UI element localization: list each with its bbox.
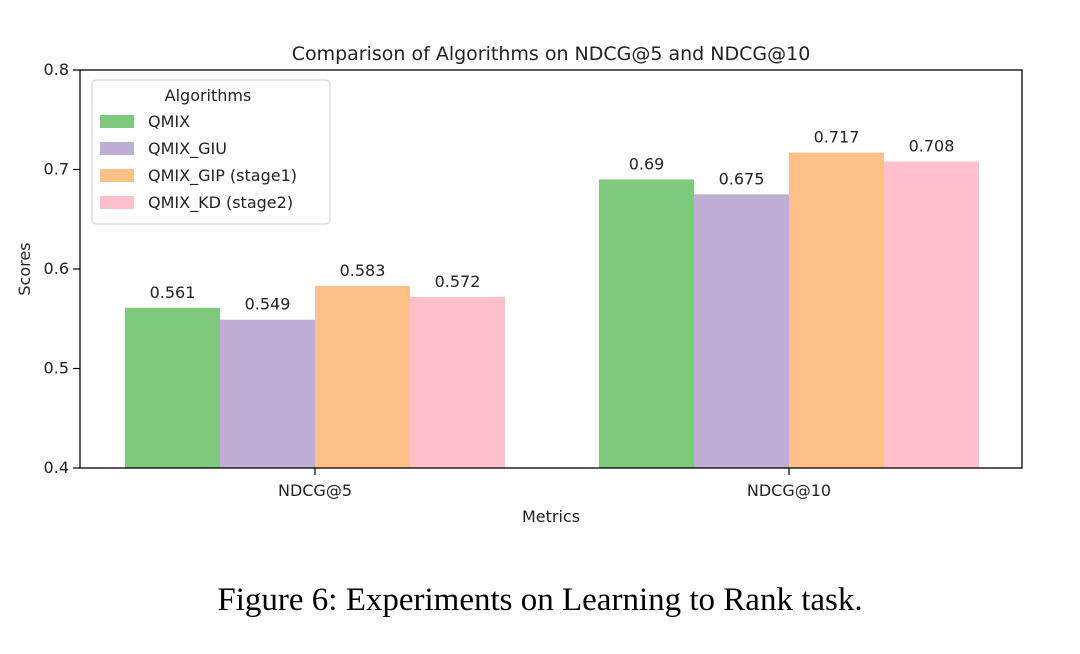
data-label-2-0: 0.583	[340, 261, 386, 280]
legend: Algorithms QMIX QMIX_GIU QMIX_GIP (stage1) Q…	[91, 79, 331, 225]
y-tick-label-1: 0.5	[44, 359, 69, 378]
figure-caption: Figure 6: Experiments on Learning to Ran…	[217, 582, 863, 618]
bar-3-1	[884, 161, 979, 469]
data-label-3-0: 0.572	[435, 272, 481, 291]
y-axis-label: Scores	[15, 242, 34, 295]
chart-title: Comparison of Algorithms on NDCG@5 and N…	[292, 43, 811, 65]
bar-0-1	[599, 179, 694, 468]
y-tick-label-3: 0.7	[44, 160, 69, 179]
data-label-2-1: 0.717	[814, 128, 860, 147]
data-label-0-1: 0.69	[629, 154, 665, 173]
x-tick-label-0: NDCG@5	[278, 481, 352, 500]
legend-swatch-3	[100, 196, 134, 209]
bar-1-1	[694, 194, 789, 468]
legend-box	[91, 79, 331, 225]
x-axis: NDCG@5 NDCG@10	[278, 468, 831, 500]
legend-swatch-1	[100, 142, 134, 155]
legend-label-3: QMIX_KD (stage2)	[148, 193, 293, 213]
bar-chart: Comparison of Algorithms on NDCG@5 and N…	[15, 43, 1023, 526]
x-axis-label: Metrics	[522, 507, 580, 526]
y-tick-label-2: 0.6	[44, 259, 69, 278]
legend-swatch-0	[100, 115, 134, 128]
bar-2-0	[315, 285, 410, 468]
bar-3-0	[410, 296, 505, 468]
legend-label-1: QMIX_GIU	[148, 139, 227, 159]
data-label-3-1: 0.708	[909, 137, 955, 156]
bars-layer: 0.561 0.69 0.549 0.675 0.583 0.717 0.572 0.708	[125, 128, 979, 469]
bar-1-0	[220, 319, 315, 468]
x-tick-label-1: NDCG@10	[747, 481, 831, 500]
data-label-0-0: 0.561	[150, 283, 196, 302]
legend-swatch-2	[100, 169, 134, 182]
data-label-1-1: 0.675	[719, 169, 765, 188]
bar-0-0	[125, 307, 220, 468]
legend-title: Algorithms	[165, 86, 252, 105]
data-label-1-0: 0.549	[245, 295, 291, 314]
y-tick-label-0: 0.4	[44, 458, 69, 477]
legend-label-2: QMIX_GIP (stage1)	[148, 166, 297, 186]
bar-2-1	[789, 152, 884, 468]
plot-frame	[79, 69, 1023, 469]
legend-label-0: QMIX	[148, 112, 190, 131]
y-tick-label-4: 0.8	[44, 60, 69, 79]
y-axis: 0.4 0.5 0.6 0.7 0.8	[44, 60, 80, 477]
